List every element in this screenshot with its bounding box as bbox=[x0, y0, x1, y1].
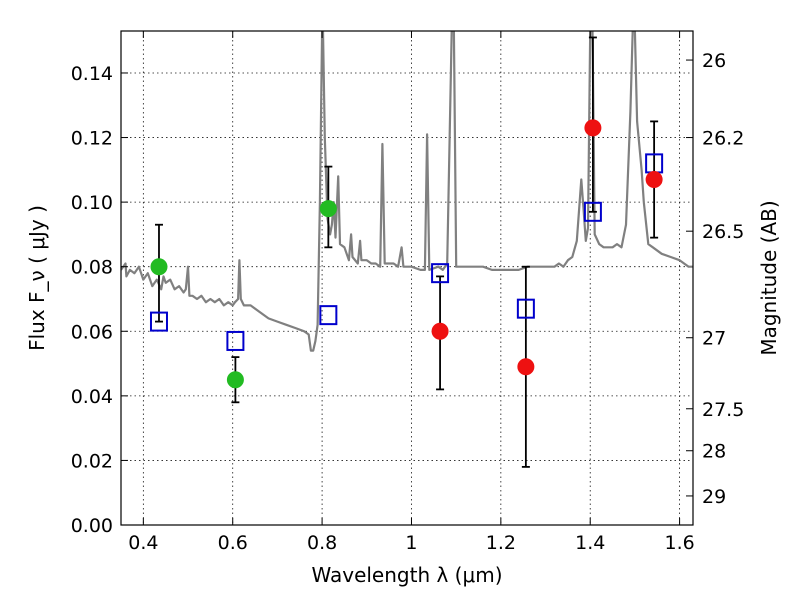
y-tick-label: 0.14 bbox=[71, 63, 113, 85]
right-axis-tick-label: 27.5 bbox=[702, 399, 744, 421]
plot-frame bbox=[120, 30, 694, 526]
x-tick-label: 1.4 bbox=[575, 532, 605, 554]
model-flux-square bbox=[319, 305, 338, 326]
observed-photometry-markers bbox=[150, 119, 663, 389]
y-tick-label: 0.12 bbox=[71, 128, 113, 150]
y-axis-label: Flux F_ν ( μJy ) bbox=[25, 205, 49, 351]
model-flux-square bbox=[583, 201, 602, 222]
right-axis-tick-label: 26 bbox=[702, 50, 726, 72]
y-tick-label: 0.04 bbox=[71, 386, 113, 408]
observed-flux-point bbox=[226, 371, 244, 389]
x-tick-label: 1.2 bbox=[486, 532, 516, 554]
y-tick-label: 0.08 bbox=[71, 257, 113, 279]
y-tick-label: 0.02 bbox=[71, 450, 113, 472]
observed-flux-point bbox=[150, 258, 168, 276]
right-axis-label: Magnitude (AB) bbox=[757, 200, 781, 355]
y-axis-ticks: 0.00 0.02 0.04 0.06 0.08 0.10 0.12 0.14 bbox=[71, 63, 128, 537]
right-axis-ticks: 26 26.2 26.5 27 27.5 28 29 bbox=[686, 50, 744, 508]
x-tick-label: 1.6 bbox=[664, 532, 694, 554]
observed-flux-point bbox=[517, 358, 535, 376]
observed-flux-point bbox=[584, 119, 602, 137]
y-tick-label: 0.00 bbox=[71, 515, 113, 537]
observed-flux-point bbox=[431, 322, 449, 340]
x-axis-ticks: 0.4 0.6 0.8 1 1.2 1.4 1.6 bbox=[128, 31, 695, 554]
model-flux-square bbox=[226, 330, 245, 351]
model-flux-square bbox=[516, 298, 535, 319]
x-tick-label: 0.6 bbox=[218, 532, 248, 554]
x-axis-label: Wavelength λ (μm) bbox=[311, 563, 502, 587]
right-axis-tick-label: 29 bbox=[702, 486, 726, 508]
right-axis-tick-label: 26.5 bbox=[702, 221, 744, 243]
x-tick-label: 1 bbox=[405, 532, 417, 554]
model-flux-square bbox=[149, 311, 168, 332]
x-tick-label: 0.4 bbox=[128, 532, 158, 554]
y-tick-label: 0.10 bbox=[71, 192, 113, 214]
model-photometry-markers bbox=[149, 153, 664, 351]
right-axis-tick-label: 28 bbox=[702, 441, 726, 463]
plot-area bbox=[121, 31, 693, 468]
model-flux-square bbox=[431, 263, 450, 284]
observed-flux-point bbox=[319, 200, 337, 218]
x-tick-label: 0.8 bbox=[307, 532, 337, 554]
observed-flux-point bbox=[645, 171, 663, 189]
right-axis-tick-label: 27 bbox=[702, 328, 726, 350]
right-axis-tick-label: 26.2 bbox=[702, 128, 744, 150]
y-tick-label: 0.06 bbox=[71, 321, 113, 343]
